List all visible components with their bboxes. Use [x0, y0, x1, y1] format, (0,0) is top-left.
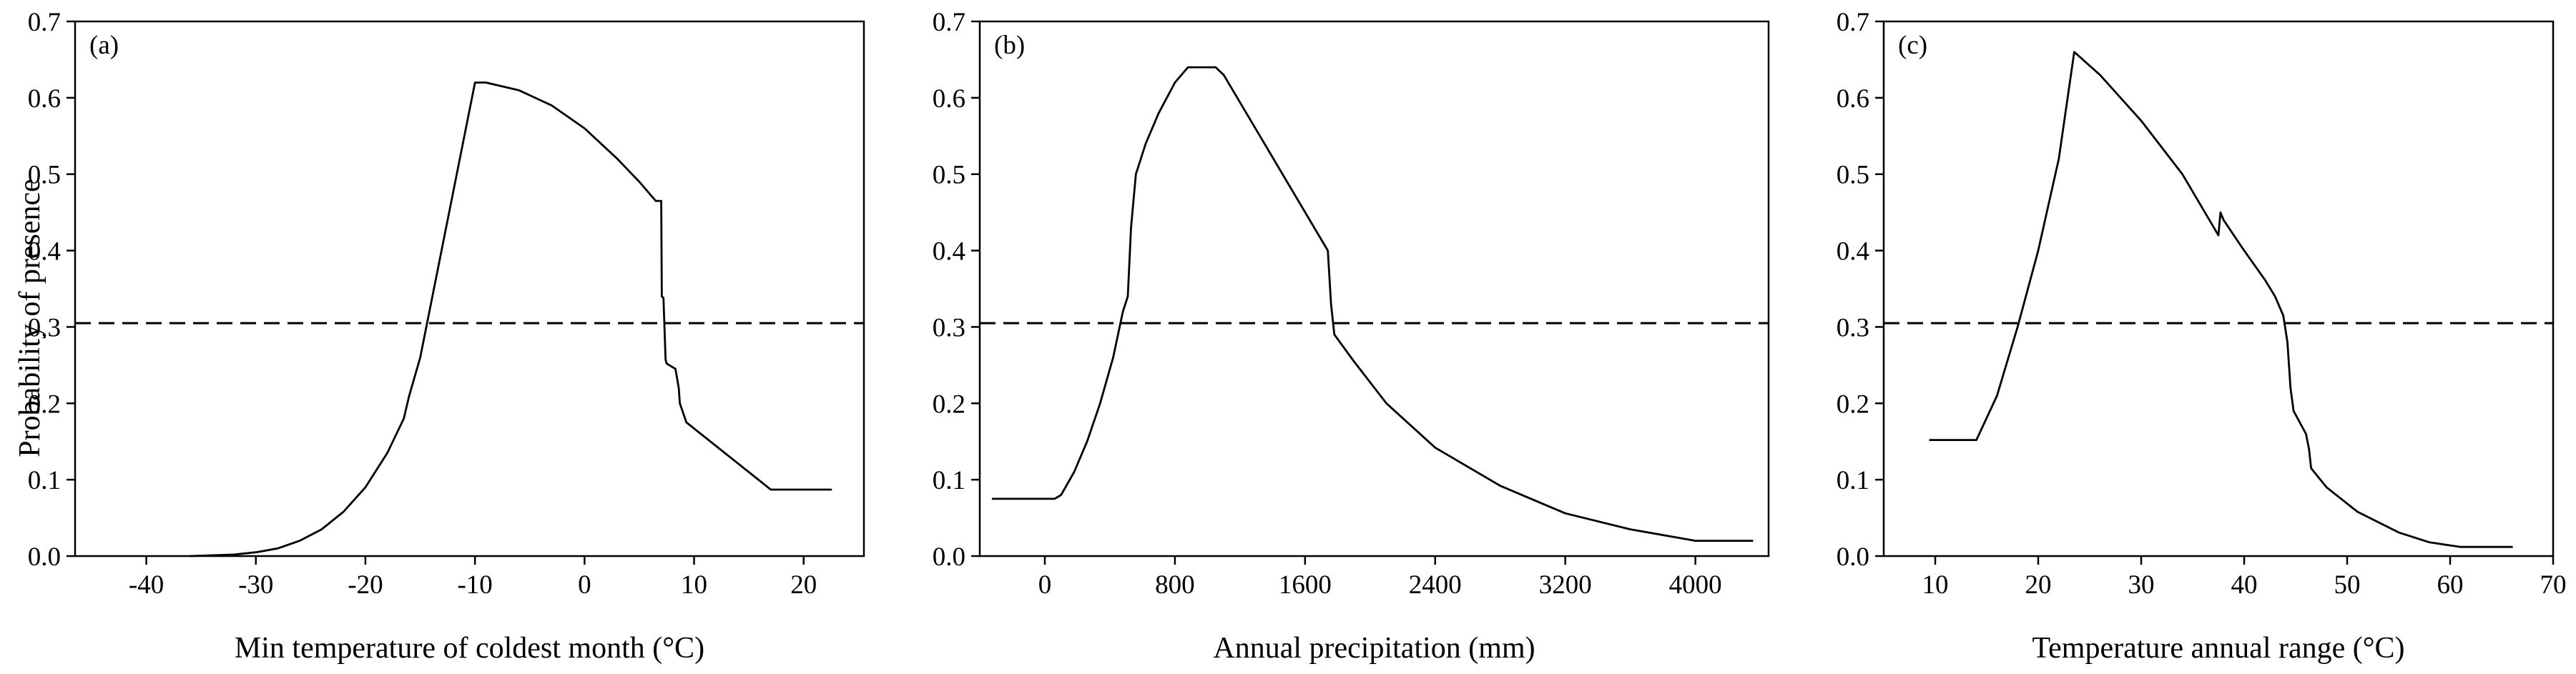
- y-tick-label: 0.1: [933, 466, 965, 495]
- response-curve: [189, 81, 832, 557]
- panel-label: (c): [1898, 31, 1927, 60]
- x-tick-label: 10: [1922, 570, 1949, 600]
- x-tick-label: 60: [2437, 570, 2464, 600]
- y-tick-label: 0.0: [28, 542, 61, 572]
- x-tick-label: 40: [2231, 570, 2258, 600]
- y-tick-label: 0.3: [933, 313, 965, 342]
- y-tick-label: 0.6: [933, 84, 965, 114]
- y-tick-label: 0.1: [1837, 466, 1869, 495]
- y-tick-label: 0.3: [28, 313, 61, 342]
- y-tick-label: 0.2: [28, 390, 61, 419]
- x-tick-label: 1600: [1279, 570, 1332, 600]
- x-tick-label: 10: [681, 570, 707, 600]
- x-axis-title: Annual precipitation (mm): [1213, 632, 1535, 665]
- x-tick-label: 4000: [1669, 570, 1722, 600]
- x-tick-label: 0: [1038, 570, 1052, 600]
- plot-frame: [978, 20, 1770, 557]
- x-tick-label: 3200: [1539, 570, 1592, 600]
- y-tick-label: 0.6: [1837, 84, 1869, 114]
- x-tick-label: -40: [129, 570, 164, 600]
- y-tick-label: 0.0: [933, 542, 965, 572]
- y-tick-label: 0.5: [933, 161, 965, 190]
- y-tick-label: 0.1: [28, 466, 61, 495]
- y-tick-label: 0.7: [28, 8, 61, 37]
- x-tick-label: 800: [1155, 570, 1195, 600]
- y-tick-label: 0.5: [1837, 161, 1869, 190]
- y-tick-label: 0.4: [1837, 237, 1869, 267]
- y-axis-title: Probability of presence: [14, 179, 46, 457]
- response-curve: [1929, 51, 2513, 548]
- y-tick-label: 0.7: [933, 8, 965, 37]
- plot-frame: [74, 20, 865, 557]
- x-tick-label: 20: [2025, 570, 2052, 600]
- x-tick-label: -10: [457, 570, 492, 600]
- y-tick-label: 0.4: [28, 237, 61, 267]
- y-tick-label: 0.6: [28, 84, 61, 114]
- x-tick-label: -20: [348, 570, 383, 600]
- y-tick-label: 0.2: [933, 390, 965, 419]
- x-tick-label: -30: [238, 570, 273, 600]
- y-tick-label: 0.2: [1837, 390, 1869, 419]
- x-axis-title: Min temperature of coldest month (°C): [235, 632, 704, 665]
- panel-label: (a): [89, 31, 119, 60]
- x-tick-label: 2400: [1409, 570, 1462, 600]
- y-tick-label: 0.0: [1837, 542, 1869, 572]
- x-tick-label: 30: [2128, 570, 2155, 600]
- panel-a: 0.0 0.1 0.2 0.3 0.4 0.5 0.6 0.7 -40 -30 -20 -10 0 10 2…: [28, 8, 865, 665]
- x-tick-label: 50: [2334, 570, 2361, 600]
- y-tick-label: 0.5: [28, 161, 61, 190]
- x-axis-title: Temperature annual range (°C): [2032, 632, 2404, 665]
- plot-frame: [1882, 20, 2555, 557]
- response-curve: [991, 66, 1754, 542]
- x-tick-label: 0: [578, 570, 591, 600]
- panel-c: 0.0 0.1 0.2 0.3 0.4 0.5 0.6 0.7 10 20 30 40 50 60 70 Te…: [1837, 8, 2567, 665]
- y-tick-label: 0.4: [933, 237, 965, 267]
- y-tick-label: 0.3: [1837, 313, 1869, 342]
- x-tick-label: 20: [790, 570, 817, 600]
- panel-label: (b): [994, 31, 1025, 60]
- x-tick-label: 70: [2540, 570, 2567, 600]
- panel-b: 0.0 0.1 0.2 0.3 0.4 0.5 0.6 0.7 0 800 1600 2400 3200…: [933, 8, 1770, 665]
- y-tick-label: 0.7: [1837, 8, 1869, 37]
